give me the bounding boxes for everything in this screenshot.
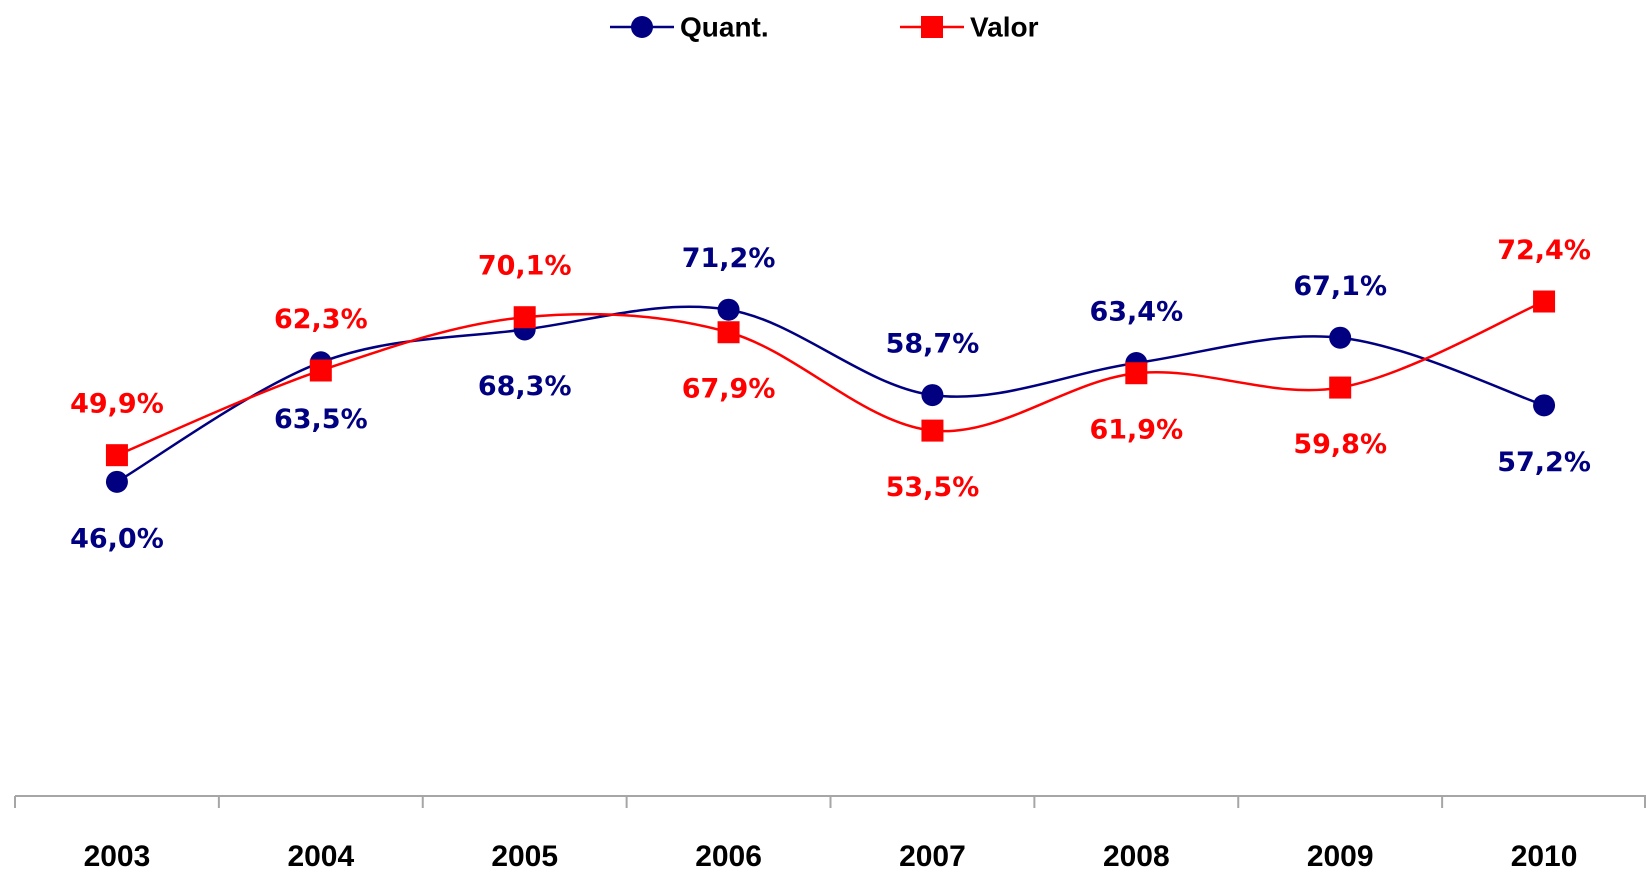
data-label: 63,4%: [1089, 296, 1183, 327]
data-label: 72,4%: [1497, 235, 1591, 266]
data-label: 57,2%: [1497, 447, 1591, 478]
data-label: 67,1%: [1293, 271, 1387, 302]
point: [309, 359, 332, 382]
data-label: 63,5%: [274, 404, 368, 435]
point: [921, 419, 944, 442]
x-tick-label: 2004: [287, 840, 354, 873]
data-label: 61,9%: [1089, 415, 1183, 446]
point: [1533, 394, 1556, 417]
data-label: 59,8%: [1293, 429, 1387, 460]
data-label: 58,7%: [886, 329, 980, 360]
point: [921, 384, 944, 407]
x-tick-label: 2005: [491, 840, 558, 873]
point: [1533, 290, 1556, 313]
point: [717, 321, 740, 344]
legend-label: Valor: [970, 11, 1039, 42]
point: [105, 470, 128, 493]
x-tick-label: 2007: [899, 840, 966, 873]
legend-label: Quant.: [680, 11, 769, 42]
x-tick-label: 2006: [695, 840, 762, 873]
data-label: 71,2%: [682, 243, 776, 274]
legend-marker: [921, 16, 943, 38]
data-label: 46,0%: [70, 523, 164, 554]
data-label: 49,9%: [70, 389, 164, 420]
series-line: [116, 305, 1545, 483]
x-tick-label: 2008: [1103, 840, 1170, 873]
legend-marker: [631, 16, 653, 38]
x-tick-label: 2003: [84, 840, 151, 873]
data-label: 67,9%: [682, 374, 776, 405]
point: [1125, 362, 1148, 385]
data-label: 62,3%: [274, 304, 368, 335]
data-label: 53,5%: [886, 472, 980, 503]
point: [513, 306, 536, 329]
x-tick-label: 2010: [1511, 840, 1578, 873]
data-label: 68,3%: [478, 371, 572, 402]
point: [1329, 326, 1352, 349]
series-line: [116, 300, 1545, 457]
x-tick-label: 2009: [1307, 840, 1374, 873]
point: [105, 444, 128, 467]
point: [1329, 376, 1352, 399]
data-label: 70,1%: [478, 251, 572, 282]
point: [717, 298, 740, 321]
